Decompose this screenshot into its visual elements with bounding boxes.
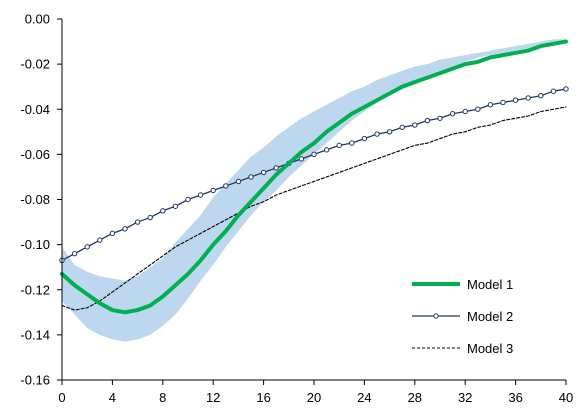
- data-point-model-2: [223, 183, 229, 189]
- data-point-model-2: [374, 131, 380, 137]
- data-point-model-2: [563, 86, 569, 92]
- x-tick-label: 16: [256, 390, 270, 405]
- data-point-model-2: [475, 106, 481, 112]
- data-point-model-2: [323, 147, 330, 153]
- data-point-model-2: [172, 203, 179, 209]
- data-point-model-2: [122, 226, 128, 232]
- data-point-model-2: [273, 165, 279, 171]
- data-point-model-2: [361, 135, 368, 142]
- confidence-band: [62, 39, 566, 342]
- legend-label-model-3: Model 3: [467, 341, 513, 356]
- x-tick-label: 4: [109, 390, 116, 405]
- data-point-model-2: [210, 187, 216, 194]
- x-tick-label: 8: [159, 390, 166, 405]
- data-point-model-2: [336, 142, 342, 149]
- data-point-model-2: [197, 192, 204, 198]
- data-point-model-2: [147, 214, 153, 221]
- y-tick-label: -0.02: [20, 57, 50, 72]
- legend-label-model-1: Model 1: [467, 277, 513, 292]
- y-tick-label: -0.16: [20, 373, 50, 388]
- y-tick-label: -0.08: [20, 192, 50, 207]
- data-point-model-2: [412, 122, 418, 128]
- data-point-model-2: [449, 111, 456, 117]
- y-tick-label: -0.06: [20, 147, 50, 162]
- x-tick-label: 40: [559, 390, 573, 405]
- data-point-model-2: [97, 237, 103, 243]
- data-point-model-2: [349, 140, 355, 146]
- x-tick-label: 36: [508, 390, 522, 405]
- x-tick-label: 28: [408, 390, 422, 405]
- data-point-model-2: [109, 230, 116, 237]
- data-point-model-2: [311, 151, 317, 158]
- data-point-model-2: [525, 95, 531, 101]
- data-point-model-2: [84, 244, 90, 250]
- data-point-model-2: [550, 88, 557, 94]
- data-point-model-2: [185, 196, 191, 203]
- y-tick-label: -0.04: [20, 102, 50, 117]
- y-tick-label: -0.10: [20, 237, 50, 252]
- x-tick-label: 0: [58, 390, 65, 405]
- series-line-model-3: [61, 106, 567, 311]
- legend-marker-model-2: [433, 313, 439, 319]
- data-point-model-2: [437, 115, 443, 121]
- series-layer: [59, 39, 569, 315]
- data-point-model-2: [538, 93, 544, 99]
- x-tick-label: 12: [206, 390, 220, 405]
- data-point-model-2: [487, 102, 494, 108]
- data-point-model-2: [399, 124, 405, 131]
- data-point-model-2: [248, 174, 254, 180]
- x-tick-label: 32: [458, 390, 472, 405]
- x-tick-label: 20: [307, 390, 321, 405]
- axes-layer: 0.00 -0.02 -0.04 -0.06 -0.08 -0.10 -0.12 -0.14 -…: [20, 12, 573, 406]
- y-tick-label: 0.00: [25, 12, 50, 27]
- data-point-model-2: [160, 208, 166, 214]
- data-point-model-2: [71, 250, 78, 257]
- series-line-model-1: [60, 39, 568, 315]
- data-point-model-2: [424, 117, 431, 124]
- data-point-model-2: [500, 99, 506, 106]
- x-tick-label: 24: [357, 390, 371, 405]
- data-point-model-2: [260, 169, 267, 176]
- legend-label-model-2: Model 2: [467, 309, 513, 324]
- y-tick-label: -0.12: [20, 282, 50, 297]
- data-point-model-2: [298, 156, 305, 162]
- data-point-model-2: [134, 219, 141, 225]
- data-point-model-2: [512, 97, 519, 103]
- data-point-model-2: [235, 178, 242, 185]
- confidence-band-layer: [62, 39, 566, 342]
- data-point-model-2: [462, 108, 468, 115]
- legend: Model 1 Model 2 Model 3: [412, 277, 513, 356]
- y-tick-label: -0.14: [20, 327, 50, 342]
- data-point-model-2: [386, 129, 393, 135]
